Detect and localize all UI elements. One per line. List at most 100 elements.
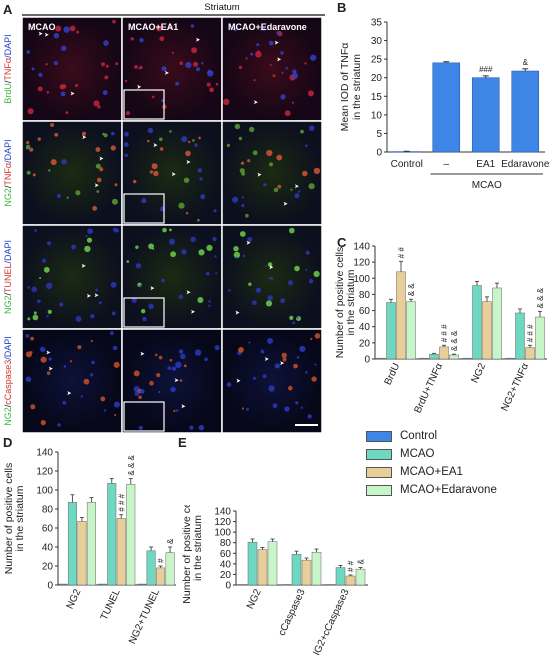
micro-speckle: [209, 87, 215, 93]
row-label-part: NG2: [3, 407, 13, 426]
inset-box: [123, 297, 165, 328]
micro-speckle: [291, 101, 295, 104]
micro-speckle: [111, 131, 115, 136]
bar: [291, 554, 302, 586]
row-label-part: NG2: [3, 296, 13, 315]
x-tick-label: NG2+TNFα: [499, 361, 531, 413]
micro-speckle: [178, 349, 184, 354]
micro-speckle: [190, 236, 196, 243]
significance-mark: & & &: [450, 330, 459, 351]
micro-speckle: [96, 190, 100, 193]
micro-speckle: [208, 304, 211, 308]
micro-speckle: [313, 167, 321, 175]
micro-speckle: [167, 366, 172, 370]
y-tick-label: 60: [359, 306, 371, 317]
y-axis-label: in the striatum: [192, 515, 204, 581]
micro-tile: [22, 17, 122, 121]
micro-speckle: [142, 316, 147, 322]
micro-speckle: [305, 144, 308, 148]
micro-speckle: [62, 400, 67, 405]
micro-speckle: [213, 209, 217, 213]
micro-speckle: [280, 94, 286, 100]
micro-speckle: [170, 386, 176, 393]
micro-speckle: [46, 282, 53, 290]
micro-speckle: [46, 91, 50, 94]
micro-speckle: [135, 263, 142, 269]
micro-speckle: [190, 24, 195, 28]
panel-letter-e: E: [178, 435, 187, 450]
legend-item-mcao-edaravone: MCAO+Edaravone: [366, 481, 497, 499]
panel-letter-b: B: [337, 0, 347, 15]
y-tick-label: 100: [353, 274, 370, 285]
micro-speckle: [208, 300, 211, 303]
micro-speckle: [134, 65, 138, 69]
micro-speckle: [158, 355, 163, 360]
bar: [107, 483, 117, 586]
arrowhead-marker: [164, 70, 169, 75]
micro-speckle: [56, 194, 61, 198]
bar: [472, 285, 482, 360]
arrowhead-marker: [140, 351, 145, 356]
micro-speckle: [75, 83, 79, 88]
micro-speckle: [250, 52, 254, 56]
micro-speckle: [60, 91, 66, 97]
micro-speckle: [269, 64, 272, 66]
micro-speckle: [54, 132, 59, 137]
micro-speckle: [43, 266, 50, 273]
micro-speckle: [310, 54, 317, 61]
micro-speckle: [191, 47, 198, 54]
micro-speckle: [123, 142, 129, 148]
micro-speckle: [93, 100, 100, 107]
micro-speckle: [124, 131, 129, 137]
micro-speckle: [153, 170, 159, 177]
micro-speckle: [126, 260, 130, 263]
legend-label-mcao-edaravone: MCAO+Edaravone: [400, 484, 497, 496]
micro-speckle: [169, 358, 173, 362]
micro-speckle: [101, 62, 106, 67]
row-label-part: /: [3, 185, 13, 188]
micro-speckle: [133, 179, 137, 184]
micro-speckle: [197, 218, 200, 222]
x-tick-label: Edaravone: [501, 159, 550, 170]
micro-speckle: [284, 110, 291, 117]
legend-label-mcao: MCAO: [400, 448, 435, 460]
micro-speckle: [169, 238, 176, 245]
micro-speckle: [197, 297, 204, 303]
arrowhead-marker: [137, 84, 142, 89]
bar: [376, 357, 386, 360]
micro-row-label: BrdU/TNFα/DAPI: [3, 34, 13, 103]
micro-speckle: [242, 254, 246, 258]
micro-speckle: [156, 25, 163, 32]
inset-box: [123, 193, 165, 224]
y-tick-label: 20: [359, 338, 371, 349]
arrowhead-marker: [257, 172, 262, 177]
bar: [281, 584, 292, 586]
x-tick-label: BrdU+TNFα: [412, 361, 445, 415]
micro-speckle: [296, 356, 300, 359]
x-tick-label: TUNEL: [99, 587, 123, 622]
micro-speckle: [139, 389, 145, 394]
micro-speckle: [131, 297, 137, 303]
micro-speckle: [95, 288, 99, 292]
chart-d: Number of positive cells in the striatum 0…: [3, 448, 176, 646]
micro-speckle: [302, 170, 308, 177]
micro-speckle: [280, 51, 284, 55]
micro-speckle: [147, 127, 154, 134]
micro-speckle: [310, 337, 313, 341]
micro-speckle: [40, 420, 46, 426]
legend-swatch-mcao-edaravone: [366, 484, 392, 496]
x-tick-label: NG2+cCaspase3: [309, 587, 351, 655]
y-tick-label: 80: [359, 290, 371, 301]
arrowhead-marker: [82, 135, 87, 140]
micro-speckle: [197, 168, 202, 173]
micro-speckle: [189, 425, 194, 430]
y-tick-label: 0: [47, 581, 53, 592]
bar: [247, 541, 258, 586]
y-tick-label: 140: [353, 242, 370, 253]
arrowhead-marker: [44, 32, 49, 37]
micro-speckle: [282, 357, 287, 362]
micro-speckle: [269, 162, 273, 167]
micro-speckle: [267, 295, 273, 301]
micro-speckle: [183, 177, 190, 183]
arrowhead-marker: [264, 357, 269, 361]
